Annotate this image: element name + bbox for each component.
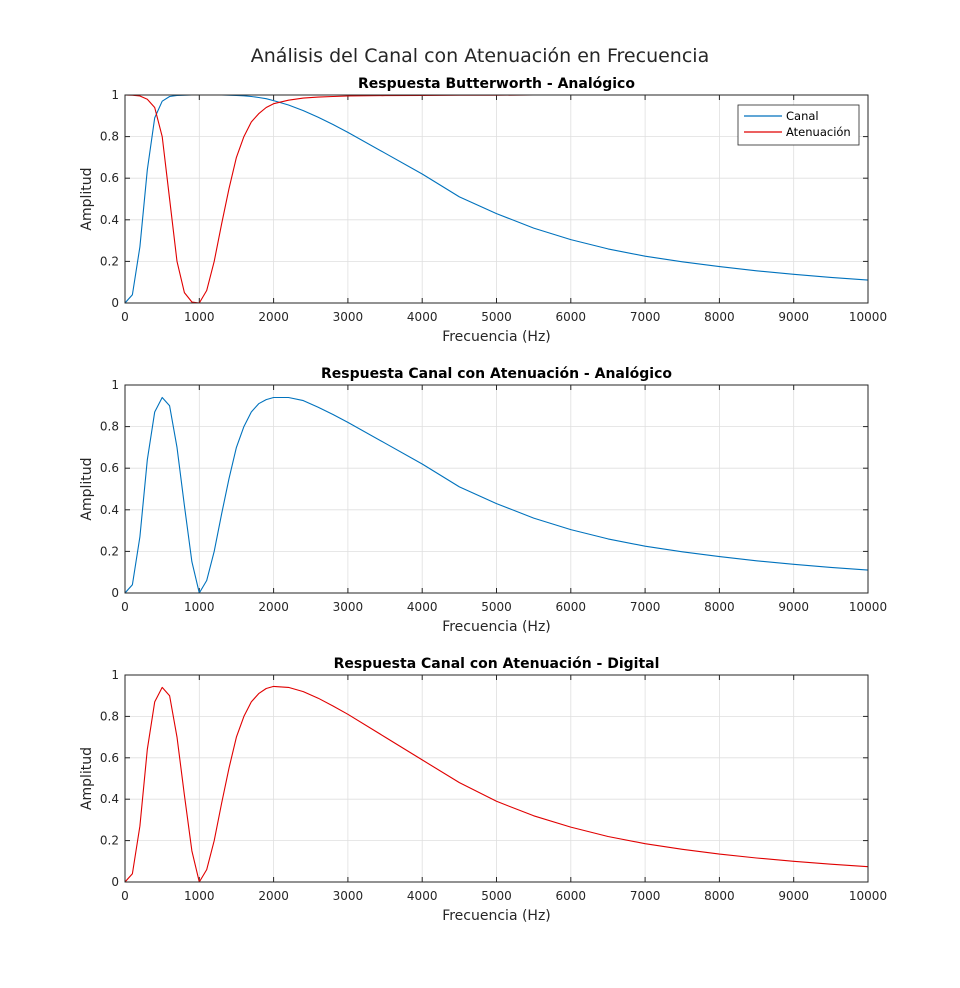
y-tick-label: 1 xyxy=(111,88,119,102)
x-tick-label: 4000 xyxy=(407,889,438,903)
x-tick-label: 3000 xyxy=(333,600,364,614)
x-tick-label: 6000 xyxy=(556,600,587,614)
y-tick-label: 0 xyxy=(111,875,119,889)
x-axis-label: Frecuencia (Hz) xyxy=(442,329,551,345)
axes-3: 0 1000 2000 3000 4000 5000 6000 7000 8000 9000 100… xyxy=(79,656,887,924)
y-axis-label: Amplitud xyxy=(79,747,95,810)
series-line-1 xyxy=(124,685,869,883)
legend-label-canal: Canal xyxy=(786,109,819,123)
axes-box xyxy=(124,674,869,883)
x-tick-label: 5000 xyxy=(481,889,512,903)
x-tick-label: 7000 xyxy=(630,600,661,614)
axes-title: Respuesta Canal con Atenuación - Digital xyxy=(334,656,660,672)
y-tick-label: 0.4 xyxy=(100,792,119,806)
x-tick-label: 0 xyxy=(121,600,129,614)
legend: Canal Atenuación xyxy=(737,104,860,146)
axes-title: Respuesta Canal con Atenuación - Analógi… xyxy=(321,366,672,382)
x-tick-label: 4000 xyxy=(407,600,438,614)
y-tick-label: 0.8 xyxy=(100,709,119,723)
y-tick-label: 0.8 xyxy=(100,420,119,434)
series-line-1 xyxy=(124,396,869,594)
x-tick-label: 8000 xyxy=(704,310,735,324)
x-axis-label: Frecuencia (Hz) xyxy=(442,619,551,635)
y-axis-label: Amplitud xyxy=(79,167,95,230)
x-tick-label: 7000 xyxy=(630,310,661,324)
x-tick-label: 8000 xyxy=(704,889,735,903)
y-tick-label: 0.6 xyxy=(100,461,119,475)
x-tick-label: 9000 xyxy=(778,310,809,324)
y-tick-label: 0.6 xyxy=(100,171,119,185)
legend-label-atenuación: Atenuación xyxy=(786,125,851,139)
x-tick-label: 1000 xyxy=(184,310,215,324)
x-tick-label: 5000 xyxy=(481,310,512,324)
x-tick-label: 5000 xyxy=(481,600,512,614)
x-tick-label: 9000 xyxy=(778,600,809,614)
y-tick-label: 0.4 xyxy=(100,213,119,227)
x-tick-label: 10000 xyxy=(849,889,887,903)
series-line-canal xyxy=(124,94,869,304)
x-tick-label: 6000 xyxy=(556,310,587,324)
axes-2: 0 1000 2000 3000 4000 5000 6000 7000 8000 9000 100… xyxy=(79,366,887,635)
figure-suptitle: Análisis del Canal con Atenuación en Fre… xyxy=(251,45,709,67)
x-tick-label: 6000 xyxy=(556,889,587,903)
x-tick-label: 7000 xyxy=(630,889,661,903)
y-tick-label: 1 xyxy=(111,668,119,682)
y-tick-label: 0.2 xyxy=(100,254,119,268)
x-tick-label: 2000 xyxy=(258,310,289,324)
y-tick-label: 0.2 xyxy=(100,544,119,558)
axes-title: Respuesta Butterworth - Analógico xyxy=(358,76,635,92)
x-tick-label: 9000 xyxy=(778,889,809,903)
x-tick-label: 10000 xyxy=(849,310,887,324)
axes-box xyxy=(124,94,869,304)
x-tick-label: 8000 xyxy=(704,600,735,614)
x-tick-label: 3000 xyxy=(333,310,364,324)
x-tick-label: 2000 xyxy=(258,889,289,903)
y-tick-label: 0.2 xyxy=(100,834,119,848)
x-tick-label: 1000 xyxy=(184,889,215,903)
x-tick-label: 2000 xyxy=(258,600,289,614)
y-tick-label: 0.4 xyxy=(100,503,119,517)
axes-box xyxy=(124,384,869,594)
x-tick-label: 0 xyxy=(121,310,129,324)
y-tick-label: 0.8 xyxy=(100,130,119,144)
x-tick-label: 1000 xyxy=(184,600,215,614)
x-tick-label: 0 xyxy=(121,889,129,903)
legend-box xyxy=(737,104,860,146)
x-tick-label: 10000 xyxy=(849,600,887,614)
y-tick-label: 0 xyxy=(111,586,119,600)
y-tick-label: 0 xyxy=(111,296,119,310)
y-axis-label: Amplitud xyxy=(79,457,95,520)
axes-container: 0 1000 2000 3000 4000 5000 6000 7000 8000 9000 100… xyxy=(79,76,887,924)
x-axis-label: Frecuencia (Hz) xyxy=(442,908,551,924)
axes-1: 0 1000 2000 3000 4000 5000 6000 7000 8000 9000 100… xyxy=(79,76,887,345)
y-tick-label: 0.6 xyxy=(100,751,119,765)
x-tick-label: 3000 xyxy=(333,889,364,903)
y-tick-label: 1 xyxy=(111,378,119,392)
x-tick-label: 4000 xyxy=(407,310,438,324)
